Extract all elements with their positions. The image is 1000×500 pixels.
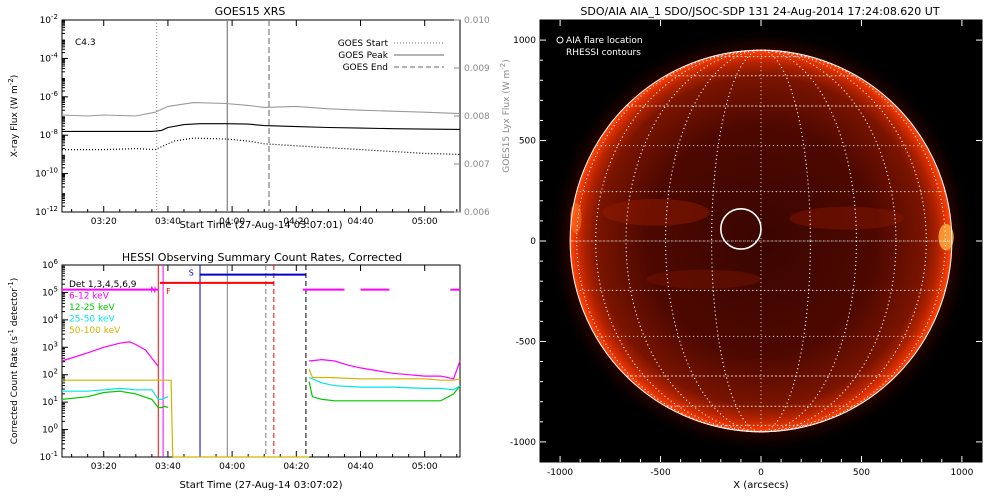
aia-y-tick-label: 1000 — [513, 36, 536, 46]
hessi-plot-frame — [61, 264, 461, 458]
hessi-flag-label-saa: S — [189, 269, 194, 278]
hessi-series-12-25-kev — [308, 381, 461, 402]
hessi-y-tick-label: 106 — [42, 258, 58, 271]
hessi-x-tick-label: 03:40 — [155, 462, 181, 472]
aia-legend-flare-label: AIA flare location — [566, 36, 643, 46]
goes-xrs-panel: GOES15 XRS 03:20 03:40 04:00 04:20 04:40 05:0… — [7, 5, 512, 231]
aia-x-tick-label: 500 — [853, 468, 870, 478]
hessi-y-tick-label: 102 — [42, 368, 58, 381]
aia-x-tick-label: 1000 — [950, 468, 973, 478]
hessi-x-tick-label: 05:00 — [412, 462, 438, 472]
hessi-series-25-50-kev — [62, 387, 169, 400]
goes-legend-label: GOES Start — [338, 39, 389, 49]
hessi-y-tick-label: 101 — [42, 395, 58, 408]
aia-x-tick-label: 0 — [758, 468, 764, 478]
hessi-y-tick-label: 10-1 — [40, 450, 58, 463]
hessi-legend-label: 50-100 keV — [69, 326, 121, 336]
goes-class-label: C4.3 — [75, 38, 96, 48]
hessi-x-tick-label: 04:20 — [283, 462, 309, 472]
aia-title: SDO/AIA AIA_1 SDO/JSOC-SDP 131 24-Aug-20… — [580, 5, 939, 18]
goes-legend: GOES Start GOES Peak GOES End — [338, 39, 444, 73]
goes-y-tick-label: 10-8 — [40, 128, 58, 141]
goes-x-tick-label: 03:40 — [155, 217, 181, 227]
hessi-x-axis-label: Start Time (27-Aug-14 03:07:02) — [179, 480, 342, 491]
aia-legend-rhessi-label: RHESSI contours — [566, 48, 641, 58]
goes-axes: 03:20 03:40 04:00 04:20 04:40 05:00 10-12 10-10… — [35, 13, 490, 227]
aia-legend-circle-icon — [556, 36, 564, 44]
aia-limb-circle — [569, 49, 953, 433]
goes-x-axis-label: Start Time (27-Aug-14 03:07:01) — [179, 220, 342, 231]
hessi-title: HESSI Observing Summary Count Rates, Cor… — [122, 251, 402, 264]
aia-bright-band — [602, 199, 710, 226]
aia-y-tick-label: -1000 — [510, 438, 536, 448]
aia-y-tick-label: 500 — [519, 137, 536, 147]
goes-x-tick-label: 04:20 — [283, 217, 309, 227]
aia-y-tick-label: -500 — [516, 337, 537, 347]
hessi-legend-label: Det 1,3,4,5,6,9 — [69, 280, 137, 290]
aia-limb-bright-spot — [938, 223, 954, 251]
aia-longitude-line — [576, 49, 946, 433]
hessi-series-12-25-kev — [61, 390, 169, 409]
goes-series-long — [62, 123, 461, 132]
goes-data — [61, 20, 461, 212]
hessi-x-tick-label: 04:40 — [348, 462, 374, 472]
goes-title: GOES15 XRS — [215, 5, 286, 18]
goes-y-tick-label: 10-12 — [35, 205, 58, 218]
hessi-legend-label: 25-50 keV — [69, 315, 115, 325]
goes-lya-axis-label: GOES15 Lyx Flux (W m-2) — [499, 59, 512, 173]
hessi-series-50-100-kev — [62, 379, 174, 458]
aia-overlay: AIA flare location RHESSI contours — [556, 36, 953, 433]
goes-x-tick-label: 04:00 — [219, 217, 245, 227]
aia-bright-band — [789, 206, 905, 230]
hessi-flag-label-flare: F — [166, 287, 171, 296]
hessi-legend-label: 12-25 keV — [69, 303, 115, 313]
goes-x-tick-label: 03:20 — [91, 217, 117, 227]
goes-x-tick-label: 04:40 — [348, 217, 374, 227]
hessi-flag-label-night: N — [150, 286, 156, 295]
goes-y2-tick-label: 0.008 — [464, 112, 490, 122]
hessi-y-axis-label: Corrected Count Rate (s-1 detector-1) — [7, 278, 20, 445]
hessi-series-6-12-kev — [309, 358, 461, 380]
hessi-series-50-100-kev — [308, 368, 461, 381]
aia-y-tick-label: 0 — [530, 237, 536, 247]
hessi-panel: HESSI Observing Summary Count Rates, Cor… — [7, 251, 461, 491]
goes-y-tick-label: 10-10 — [35, 167, 58, 180]
aia-flare-location-circle — [720, 208, 762, 250]
goes-x-tick-label: 05:00 — [412, 217, 438, 227]
hessi-axes: 03:20 03:40 04:00 04:20 04:40 05:00 10-1 100 101… — [40, 258, 458, 472]
aia-longitude-line — [665, 49, 857, 433]
hessi-y-tick-label: 100 — [42, 423, 58, 436]
goes-legend-label: GOES Peak — [338, 51, 388, 61]
hessi-legend-label: 6-12 keV — [69, 292, 110, 302]
goes-series-lya — [61, 102, 461, 117]
hessi-series-25-50-kev — [308, 376, 461, 391]
goes-y-axis-label: X-ray Flux (W m-2) — [7, 75, 20, 157]
aia-x-tick-label: -500 — [650, 468, 671, 478]
hessi-y-tick-label: 103 — [42, 340, 58, 353]
hessi-data: N F S — [61, 265, 461, 458]
goes-y2-tick-label: 0.007 — [464, 160, 490, 170]
goes-y-tick-label: 10-6 — [40, 90, 59, 103]
aia-x-axis-label: X (arcsecs) — [733, 480, 789, 491]
goes-legend-label: GOES End — [343, 63, 388, 73]
hessi-series-6-12-kev — [61, 341, 159, 367]
aia-x-tick-label: -1000 — [547, 468, 573, 478]
aia-panel: SDO/AIA AIA_1 SDO/JSOC-SDP 131 24-Aug-20… — [510, 5, 983, 491]
hessi-y-tick-label: 105 — [42, 285, 58, 298]
goes-y2-tick-label: 0.009 — [464, 64, 490, 74]
goes-y-tick-label: 10-2 — [40, 13, 58, 26]
goes-series-short — [62, 137, 461, 155]
aia-axes: -1000 -500 0 500 1000 -1000 -500 0 500 1000 — [510, 20, 982, 478]
goes-y2-tick-label: 0.010 — [464, 16, 490, 26]
aia-bright-band — [646, 269, 761, 289]
goes-y2-tick-label: 0.006 — [464, 208, 490, 218]
hessi-x-tick-label: 03:20 — [91, 462, 117, 472]
hessi-x-tick-label: 04:00 — [219, 462, 245, 472]
hessi-y-tick-label: 104 — [42, 313, 58, 326]
goes-y-tick-label: 10-4 — [40, 51, 59, 64]
